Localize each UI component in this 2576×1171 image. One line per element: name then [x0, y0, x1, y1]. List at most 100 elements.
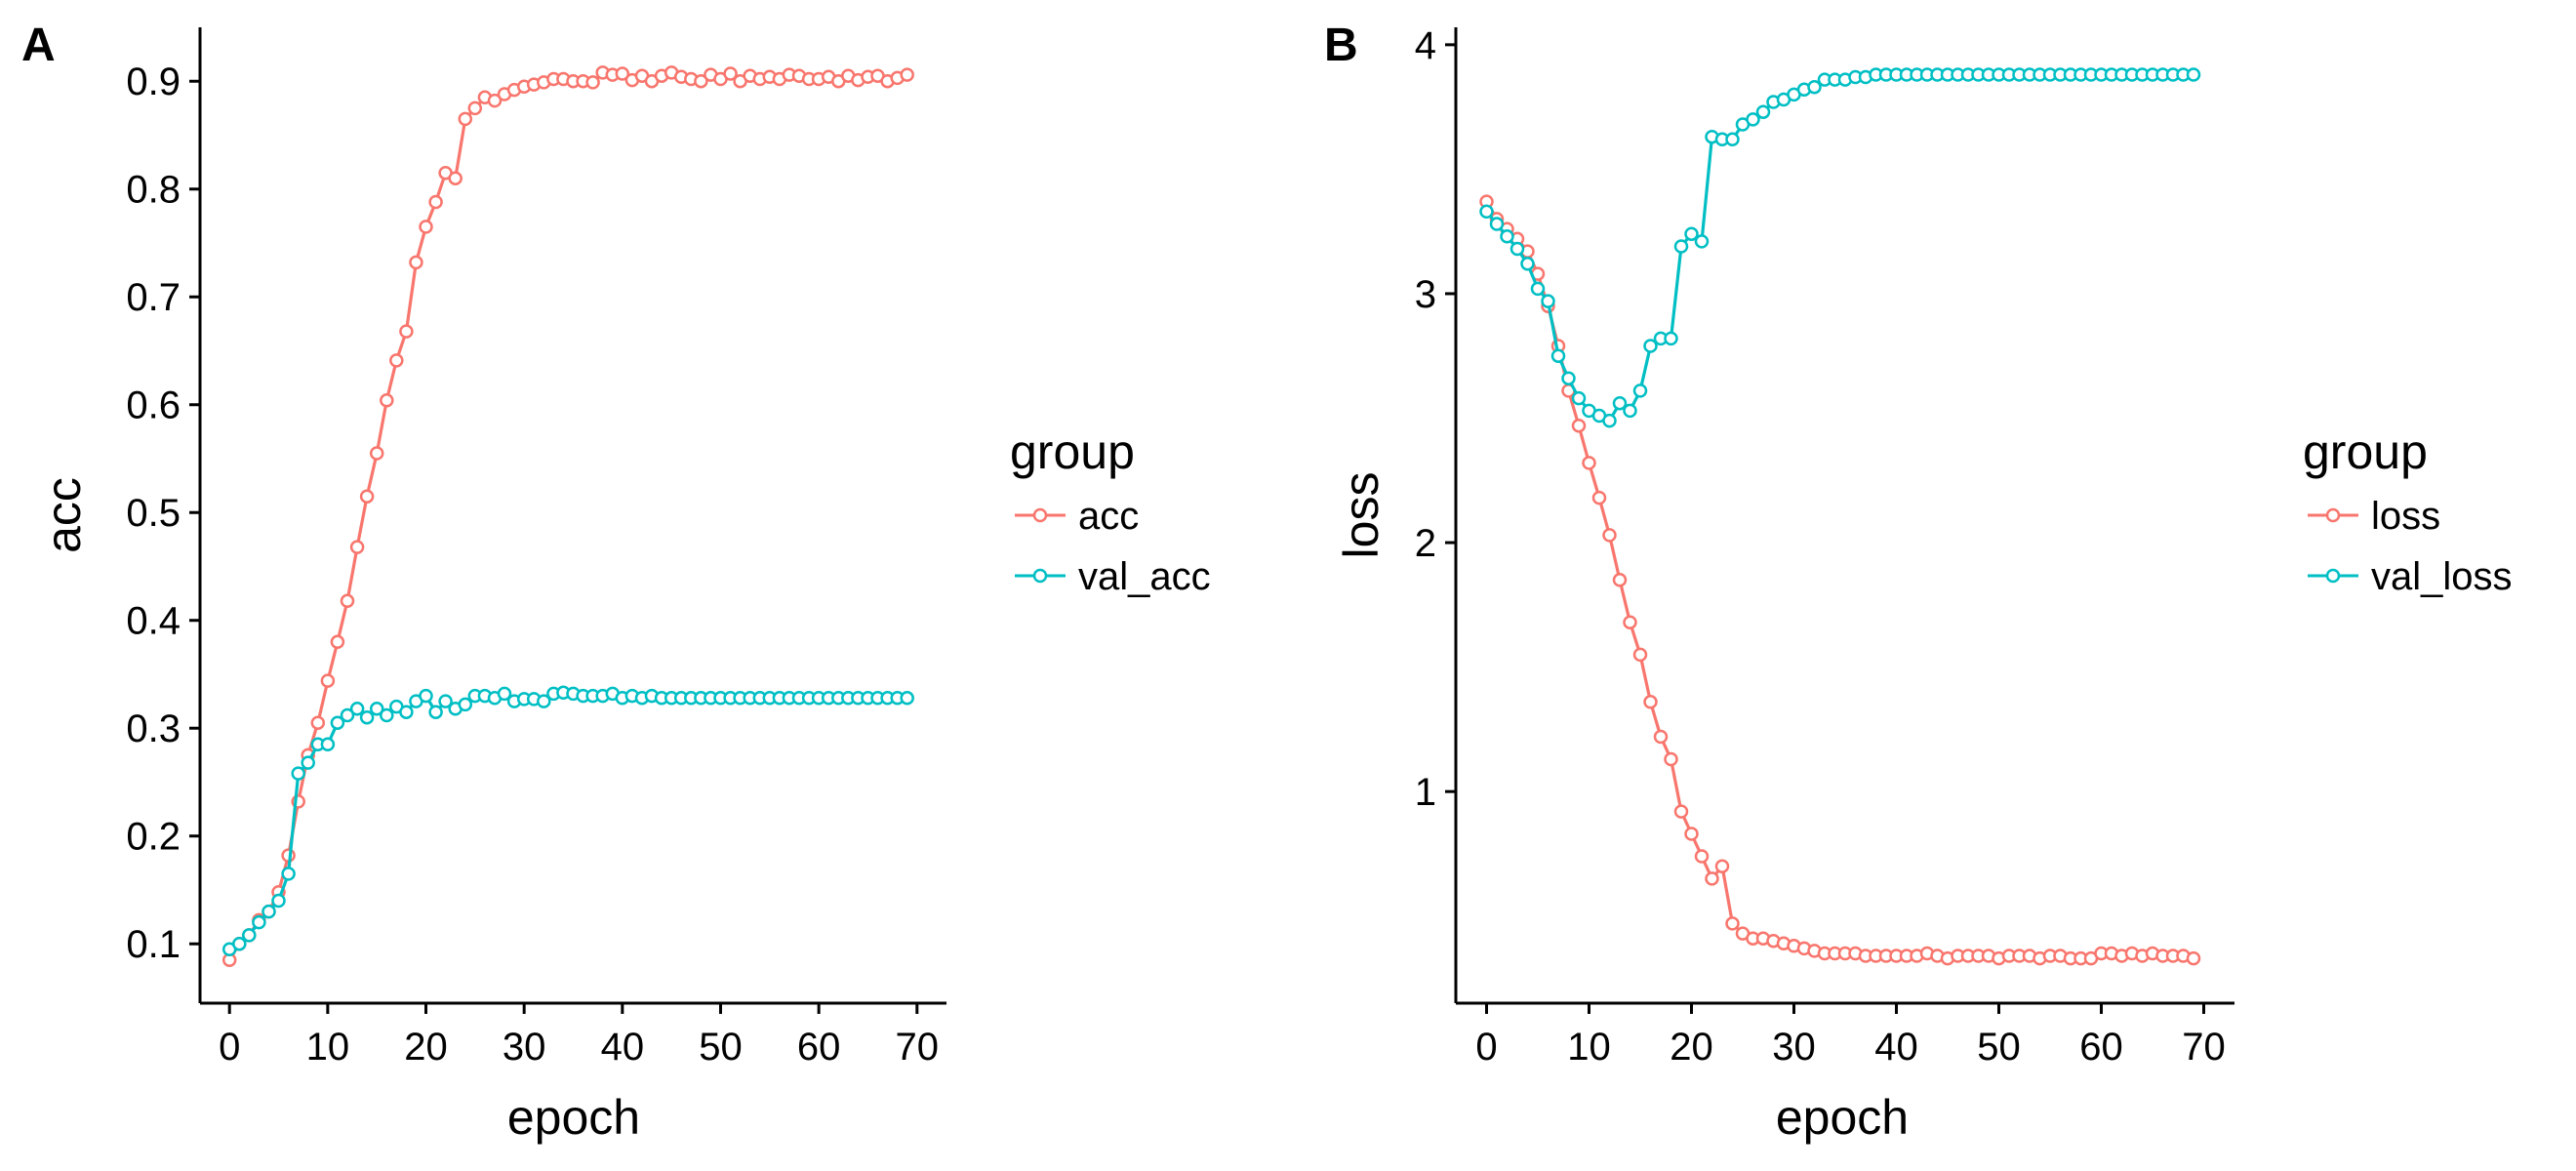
x-tick-label: 0: [219, 1026, 240, 1069]
y-tick-label: 1: [1415, 771, 1436, 814]
data-point-val-loss: [1664, 331, 1678, 346]
data-point-acc: [585, 75, 600, 90]
data-point-val-loss: [1520, 257, 1535, 271]
legend-key-marker: [2325, 568, 2341, 584]
data-point-val-loss: [1746, 112, 1760, 127]
data-point-acc: [723, 66, 738, 81]
data-point-loss: [1602, 528, 1617, 543]
x-tick-label: 70: [896, 1026, 940, 1069]
y-tick-label: 0.1: [126, 923, 181, 966]
x-tick-label: 30: [1772, 1026, 1816, 1069]
data-point-val-loss: [2186, 67, 2201, 82]
data-point-acc: [419, 220, 433, 234]
y-tick-label: 0.8: [126, 169, 181, 212]
x-tick-label: 60: [797, 1026, 841, 1069]
data-point-val-loss: [1694, 234, 1710, 249]
data-point-acc: [330, 634, 345, 650]
x-tick-label: 70: [2182, 1026, 2226, 1069]
series-val-loss: [1479, 67, 2201, 428]
data-point-loss: [1612, 573, 1628, 587]
panel-b-legend: group loss val_loss: [2303, 424, 2513, 598]
data-point-val-acc: [380, 707, 394, 723]
data-point-acc: [320, 673, 336, 688]
x-tick-label: 50: [1977, 1026, 2021, 1069]
data-point-val-acc: [537, 694, 551, 708]
data-point-loss: [1714, 859, 1730, 873]
data-point-val-acc: [349, 702, 365, 716]
series-loss: [1479, 194, 2201, 966]
series-line-val-loss: [1485, 72, 2194, 423]
data-point-val-acc: [399, 705, 414, 719]
x-tick-label: 0: [1475, 1026, 1497, 1069]
panel-b-legend-title: group: [2303, 424, 2428, 479]
panel-a-tag: A: [21, 20, 56, 71]
x-tick-label: 60: [2079, 1026, 2123, 1069]
panel-b-legend-item-loss: loss: [2308, 495, 2440, 538]
data-point-val-loss: [1530, 281, 1546, 297]
legend-key-marker: [1032, 568, 1048, 584]
x-tick-label: 20: [1670, 1026, 1713, 1069]
data-point-loss: [1664, 751, 1678, 767]
data-point-acc: [448, 171, 463, 185]
data-point-loss: [1591, 490, 1607, 505]
panel-a-x-axis-title: epoch: [507, 1090, 640, 1145]
y-tick-label: 2: [1415, 522, 1436, 565]
panel-a-x-ticks: 0 10 20 30 40 50 60 70: [219, 1003, 939, 1069]
series-acc: [221, 65, 914, 968]
y-tick-label: 0.9: [126, 61, 181, 103]
data-point-loss: [1694, 849, 1710, 864]
panel-b: B 1 2 3 4 0 10 20 30 40 50 60 70 epoch loss group …: [1324, 20, 2513, 1145]
series-val-acc: [221, 685, 914, 957]
data-point-acc: [428, 194, 443, 210]
data-point-val-acc: [497, 686, 512, 702]
data-point-loss: [1623, 615, 1637, 629]
data-point-acc: [458, 111, 473, 127]
data-point-val-loss: [1725, 132, 1740, 147]
y-tick-label: 4: [1415, 24, 1436, 67]
y-tick-label: 0.4: [126, 600, 181, 643]
panel-a-legend-item-acc: acc: [1015, 495, 1139, 538]
data-point-acc: [380, 393, 394, 408]
data-point-val-acc: [232, 936, 247, 951]
data-point-val-acc: [900, 691, 914, 706]
data-point-acc: [900, 67, 914, 82]
panel-a-legend-label-acc: acc: [1078, 495, 1139, 538]
data-point-val-acc: [320, 737, 336, 752]
y-tick-label: 0.5: [126, 492, 181, 535]
data-point-val-loss: [1479, 204, 1494, 220]
data-point-val-acc: [262, 904, 276, 919]
panel-b-tag: B: [1324, 20, 1358, 71]
data-point-val-acc: [271, 893, 286, 909]
data-point-val-loss: [1602, 413, 1617, 428]
x-tick-label: 40: [601, 1026, 645, 1069]
y-tick-label: 0.6: [126, 384, 181, 427]
panel-b-legend-label-loss: loss: [2371, 495, 2440, 538]
series-line-val-acc: [228, 691, 907, 951]
data-point-val-acc: [340, 707, 355, 723]
data-point-acc: [389, 353, 404, 368]
panel-a-y-axis-title: acc: [36, 477, 91, 553]
panel-a-legend-item-val-acc: val_acc: [1015, 555, 1211, 598]
y-tick-label: 0.3: [126, 707, 181, 750]
panel-b-legend-item-val-loss: val_loss: [2308, 555, 2513, 598]
data-point-val-acc: [291, 766, 305, 781]
data-point-val-loss: [1612, 395, 1628, 411]
data-point-val-acc: [330, 715, 345, 730]
data-point-val-loss: [1489, 217, 1505, 231]
data-point-val-loss: [1643, 339, 1658, 353]
data-point-acc: [369, 446, 384, 461]
x-tick-label: 20: [404, 1026, 448, 1069]
panel-b-y-axis-title: loss: [1334, 472, 1389, 559]
data-point-val-loss: [1561, 371, 1576, 385]
data-point-loss: [1725, 916, 1740, 931]
x-tick-label: 40: [1874, 1026, 1918, 1069]
y-tick-label: 0.2: [126, 816, 181, 859]
data-point-loss: [1673, 804, 1689, 819]
data-point-val-loss: [1632, 384, 1648, 398]
data-point-val-loss: [1571, 390, 1587, 406]
panel-b-y-ticks: 1 2 3 4: [1415, 24, 1456, 814]
panel-a-legend: group acc val_acc: [1010, 424, 1211, 598]
data-point-acc: [467, 101, 483, 116]
data-point-val-loss: [1541, 294, 1555, 308]
